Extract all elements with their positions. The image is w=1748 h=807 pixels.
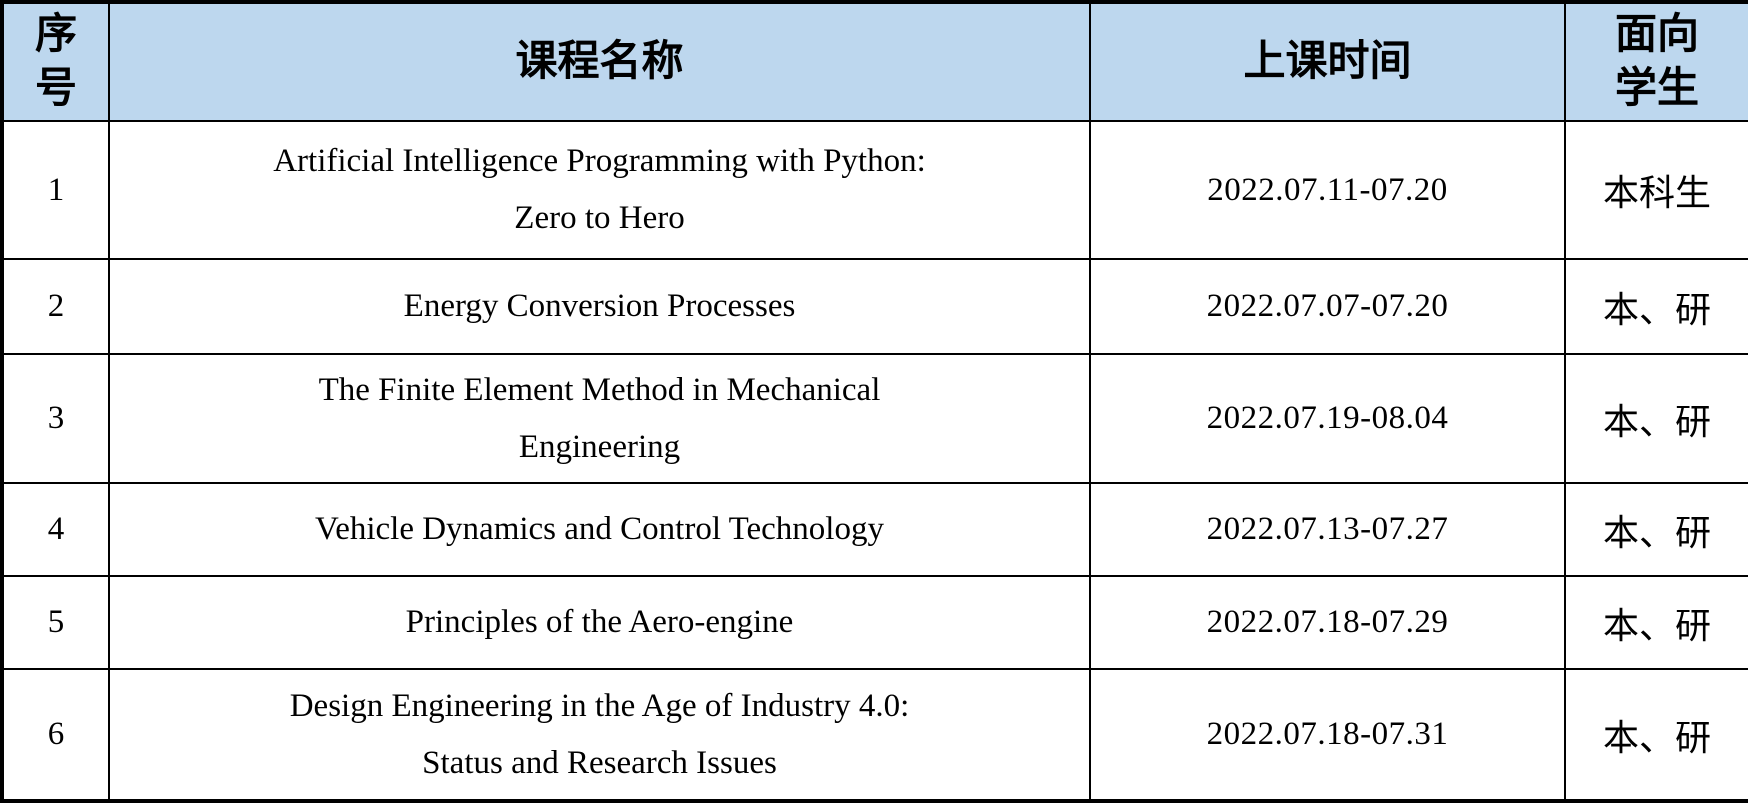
cell-time: 2022.07.19-08.04 xyxy=(1089,353,1566,484)
cell-students: 本、研 xyxy=(1564,668,1748,802)
table-row: 1 Artificial Intelligence Programming wi… xyxy=(1,120,1748,260)
course-title-line: The Finite Element Method in Mechanical xyxy=(318,371,881,408)
course-title-line: Energy Conversion Processes xyxy=(403,288,796,324)
header-students-line-2: 学生 xyxy=(1614,66,1699,112)
cell-course: Energy Conversion Processes xyxy=(108,258,1091,355)
header-cell-students: 面向 学生 xyxy=(1564,1,1748,122)
header-no-line-1: 序 xyxy=(34,12,77,58)
table-row: 6 Design Engineering in the Age of Indus… xyxy=(1,668,1748,802)
cell-course: Artificial Intelligence Programming with… xyxy=(108,120,1091,260)
header-students-line-1: 面向 xyxy=(1614,12,1699,58)
cell-students: 本、研 xyxy=(1564,353,1748,484)
cell-no: 2 xyxy=(1,258,110,355)
cell-no: 1 xyxy=(1,120,110,260)
cell-time: 2022.07.18-07.31 xyxy=(1089,668,1566,802)
course-title-line: Artificial Intelligence Programming with… xyxy=(273,143,926,179)
table-body: 1 Artificial Intelligence Programming wi… xyxy=(1,120,1748,802)
cell-no: 5 xyxy=(1,575,110,670)
table-row: 5 Principles of the Aero-engine 2022.07.… xyxy=(1,575,1748,670)
row-number: 5 xyxy=(47,604,65,640)
target-students: 本、研 xyxy=(1602,401,1711,442)
row-number: 6 xyxy=(47,716,65,752)
row-number: 4 xyxy=(47,511,65,547)
header-cell-course: 课程名称 xyxy=(108,1,1091,122)
header-row: 序 号 课程名称 上课时间 面向 学生 xyxy=(1,1,1748,122)
course-title-line: Principles of the Aero-engine xyxy=(405,604,794,640)
cell-no: 3 xyxy=(1,353,110,484)
row-number: 2 xyxy=(47,288,65,324)
class-time: 2022.07.13-07.27 xyxy=(1206,511,1449,547)
table-row: 2 Energy Conversion Processes 2022.07.07… xyxy=(1,258,1748,355)
course-title-line: Vehicle Dynamics and Control Technology xyxy=(315,511,884,547)
cell-no: 6 xyxy=(1,668,110,802)
course-title-line: Design Engineering in the Age of Industr… xyxy=(289,687,910,724)
target-students: 本、研 xyxy=(1602,512,1711,553)
cell-course: Vehicle Dynamics and Control Technology xyxy=(108,482,1091,577)
cell-students: 本、研 xyxy=(1564,482,1748,577)
target-students: 本、研 xyxy=(1602,717,1711,758)
cell-time: 2022.07.18-07.29 xyxy=(1089,575,1566,670)
cell-course: Principles of the Aero-engine xyxy=(108,575,1091,670)
target-students: 本、研 xyxy=(1602,605,1711,646)
target-students: 本科生 xyxy=(1602,173,1711,213)
cell-students: 本科生 xyxy=(1564,120,1748,260)
row-number: 3 xyxy=(47,400,65,436)
cell-time: 2022.07.11-07.20 xyxy=(1089,120,1566,260)
table-row: 3 The Finite Element Method in Mechanica… xyxy=(1,353,1748,484)
class-time: 2022.07.18-07.31 xyxy=(1206,716,1449,752)
header-cell-no: 序 号 xyxy=(1,1,110,122)
cell-course: The Finite Element Method in Mechanical E… xyxy=(108,353,1091,484)
cell-students: 本、研 xyxy=(1564,258,1748,355)
cell-time: 2022.07.07-07.20 xyxy=(1089,258,1566,355)
row-number: 1 xyxy=(47,171,65,208)
header-cell-time: 上课时间 xyxy=(1089,1,1566,122)
cell-time: 2022.07.13-07.27 xyxy=(1089,482,1566,577)
cell-course: Design Engineering in the Age of Industr… xyxy=(108,668,1091,802)
cell-no: 4 xyxy=(1,482,110,577)
course-title-line: Engineering xyxy=(518,428,681,465)
course-title-line: Zero to Hero xyxy=(514,200,685,236)
class-time: 2022.07.19-08.04 xyxy=(1206,400,1449,436)
class-time: 2022.07.07-07.20 xyxy=(1206,288,1449,324)
table-row: 4 Vehicle Dynamics and Control Technolog… xyxy=(1,482,1748,577)
target-students: 本、研 xyxy=(1602,289,1711,330)
header-no-line-2: 号 xyxy=(34,66,77,112)
class-time: 2022.07.18-07.29 xyxy=(1206,604,1449,640)
header-time-label: 上课时间 xyxy=(1243,39,1412,85)
cell-students: 本、研 xyxy=(1564,575,1748,670)
table-header: 序 号 课程名称 上课时间 面向 学生 xyxy=(1,1,1748,122)
class-time: 2022.07.11-07.20 xyxy=(1207,171,1448,208)
course-title-line: Status and Research Issues xyxy=(422,744,777,781)
header-course-label: 课程名称 xyxy=(515,39,684,85)
